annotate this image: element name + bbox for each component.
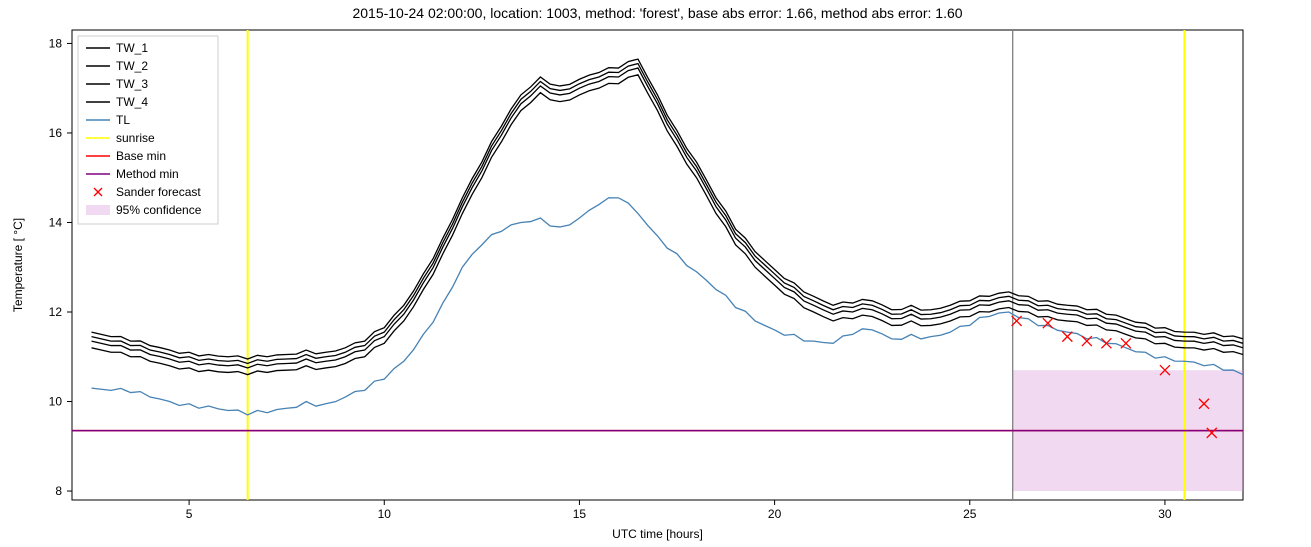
legend-label: TW_2 — [116, 59, 148, 73]
temperature-chart: 5 10 15 20 25 30 8 10 12 14 16 18 2015-10-24 02:00:0… — [0, 0, 1311, 547]
legend-label: Base min — [116, 149, 166, 163]
legend-label: sunrise — [116, 131, 155, 145]
x-axis-label: UTC time [hours] — [612, 527, 703, 541]
y-tick-label: 10 — [49, 395, 63, 409]
y-tick-label: 18 — [49, 36, 63, 50]
y-axis-label: Temperature [ °C] — [11, 218, 25, 312]
chart-container: 5 10 15 20 25 30 8 10 12 14 16 18 2015-10-24 02:00:0… — [0, 0, 1311, 547]
x-tick-label: 15 — [573, 507, 587, 521]
x-tick-label: 10 — [378, 507, 392, 521]
legend-label: Method min — [116, 167, 179, 181]
y-tick-label: 16 — [49, 126, 63, 140]
chart-title: 2015-10-24 02:00:00, location: 1003, met… — [352, 5, 962, 21]
x-tick-label: 20 — [768, 507, 782, 521]
legend-label: TW_3 — [116, 77, 148, 91]
x-tick-label: 30 — [1158, 507, 1172, 521]
legend-label: Sander forecast — [116, 185, 201, 199]
legend-label: TW_4 — [116, 95, 148, 109]
legend-label: TW_1 — [116, 41, 148, 55]
legend-label: 95% confidence — [116, 203, 202, 217]
x-tick-label: 25 — [963, 507, 977, 521]
y-tick-label: 12 — [49, 305, 63, 319]
y-tick-label: 8 — [55, 484, 62, 498]
legend-label: TL — [116, 113, 130, 127]
legend-swatch — [86, 205, 110, 215]
y-tick-label: 14 — [49, 215, 63, 229]
x-tick-label: 5 — [186, 507, 193, 521]
